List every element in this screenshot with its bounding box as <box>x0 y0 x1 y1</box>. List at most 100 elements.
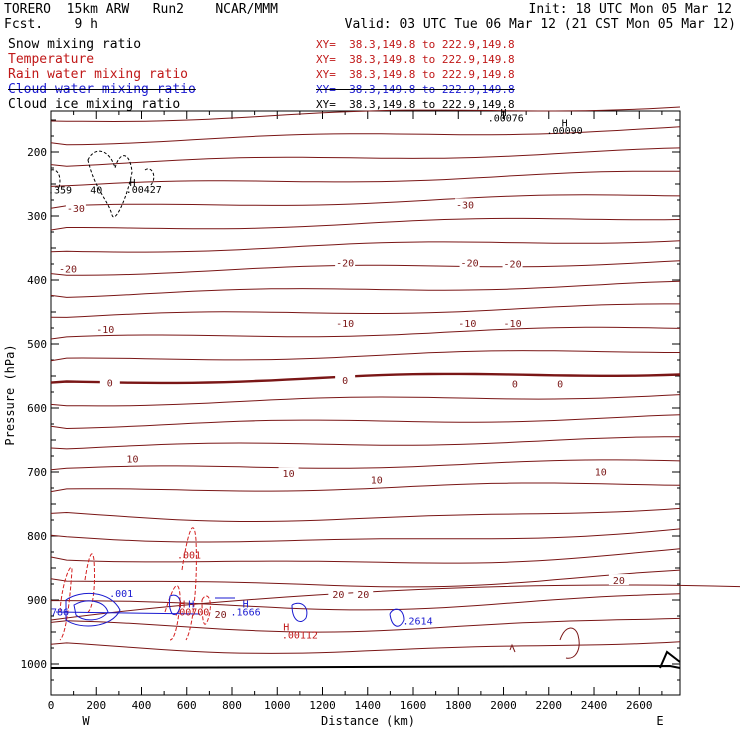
rain-contour <box>164 585 181 641</box>
mixing-ratio-label: H <box>188 600 194 611</box>
temperature-isotherm <box>50 641 681 654</box>
cloud-water-contour <box>73 600 109 621</box>
temperature-isotherm <box>50 194 681 209</box>
field-rain-name: Rain water mixing ratio <box>8 67 189 82</box>
temperature-label: -10 <box>504 319 522 330</box>
x-right-end-label: E <box>656 714 663 728</box>
y-tick-label: 900 <box>27 594 47 607</box>
temperature-label: -10 <box>336 319 354 330</box>
temperature-isotherm <box>50 217 681 231</box>
temperature-label-bg <box>335 256 356 268</box>
y-tick-label: 600 <box>27 402 47 415</box>
terrain-peak <box>659 650 681 669</box>
x-tick-label: 1000 <box>264 699 291 712</box>
temperature-small-contour <box>509 643 516 653</box>
x-axis-label: Distance (km) <box>321 714 415 728</box>
cloud-water-contour <box>169 594 181 616</box>
mixing-ratio-label: .2614 <box>402 616 432 627</box>
mixing-ratio-label: .001 <box>109 589 133 600</box>
cloud-water-contour <box>291 602 308 622</box>
temperature-label-bg <box>455 198 476 210</box>
mixing-ratio-label: 40 <box>90 186 102 197</box>
field-rain-xy: XY= 38.3,149.8 to 222.9,149.8 <box>316 68 515 81</box>
temperature-contours <box>50 106 740 654</box>
hydrometeor-contours <box>50 150 681 669</box>
temperature-label-bg <box>99 376 120 388</box>
mixing-ratio-label: .359 <box>48 186 72 197</box>
x-tick-label: 2000 <box>490 699 517 712</box>
mixing-ratio-label: .00700 <box>173 607 209 618</box>
temperature-label-bg <box>335 373 356 385</box>
temperature-isotherm <box>50 303 680 318</box>
temperature-label: -30 <box>67 204 85 215</box>
x-tick-label: 600 <box>177 699 197 712</box>
temperature-label-bg <box>366 473 387 485</box>
temperature-label-bg <box>502 316 523 328</box>
mixing-ratio-label: .00427 <box>126 185 162 196</box>
x-tick-label: 1800 <box>445 699 472 712</box>
temperature-label: -20 <box>59 264 77 275</box>
temperature-isotherm <box>50 617 681 633</box>
temperature-label: 20 <box>215 610 227 621</box>
x-tick-label: 1200 <box>309 699 336 712</box>
temperature-label-bg <box>65 202 86 214</box>
field-cloudice-name: Cloud ice mixing ratio <box>8 97 181 112</box>
temperature-isotherm <box>50 459 681 471</box>
mixing-ratio-label: H <box>501 108 507 119</box>
temperature-label: 10 <box>595 467 607 478</box>
temperature-isotherm <box>50 240 681 253</box>
temperature-label-bg <box>457 316 478 328</box>
mixing-ratio-label: H <box>283 623 289 634</box>
temperature-isotherm <box>50 482 681 493</box>
field-snow-xy: XY= 38.3,149.8 to 222.9,149.8 <box>316 38 515 51</box>
temperature-label: -10 <box>96 325 114 336</box>
mixing-ratio-label: .00076 <box>488 113 524 124</box>
field-temp-name: Temperature <box>8 52 95 67</box>
field-cloudice-xy: XY= 38.3,149.8 to 222.9,149.8 <box>316 98 515 111</box>
x-tick-label: 2600 <box>626 699 653 712</box>
contour-labels: -30 -30 -20 -20 -20 -20 -10 -10 -10 -10 0 0 0 0 10 10 10… <box>48 108 629 641</box>
terrain-line <box>50 664 681 669</box>
temperature-label-bg <box>328 588 349 600</box>
temperature-label: 0 <box>342 376 348 387</box>
temperature-label: 0 <box>557 380 563 391</box>
temperature-label-bg <box>278 467 299 479</box>
temperature-isotherm <box>50 372 681 385</box>
temperature-isotherm <box>50 569 681 588</box>
y-tick-label: 800 <box>27 530 47 543</box>
y-tick-label: 1000 <box>21 658 48 671</box>
temperature-label: -10 <box>458 319 476 330</box>
header-fcst: Fcst. 9 h <box>4 17 98 32</box>
temperature-isotherm <box>50 326 681 340</box>
y-axis-label: Pressure (hPa) <box>3 344 17 445</box>
temperature-isotherm <box>50 106 681 123</box>
y-tick-label: 200 <box>27 146 47 159</box>
header-valid: Valid: 03 UTC Tue 06 Mar 12 (21 CST Mon … <box>344 17 736 32</box>
rain-contour <box>181 527 197 641</box>
temperature-label: 0 <box>512 380 518 391</box>
temperature-label-bg <box>590 465 611 477</box>
temperature-label-bg <box>57 262 78 274</box>
mixing-ratio-label: .1666 <box>231 607 261 618</box>
temperature-label-bg <box>550 377 571 389</box>
y-tick-label: 700 <box>27 466 47 479</box>
x-tick-label: 0 <box>48 699 55 712</box>
cloud-water-contour <box>65 592 121 627</box>
temperature-label-bg <box>608 574 629 586</box>
temperature-isotherm <box>51 593 681 611</box>
mixing-ratio-label: .00090 <box>547 126 583 137</box>
x-tick-label: 800 <box>222 699 242 712</box>
temperature-label: 10 <box>283 469 295 480</box>
temperature-label-bg <box>122 452 143 464</box>
temperature-label: 20 <box>357 590 369 601</box>
temperature-isotherm <box>50 394 681 407</box>
temperature-isotherm <box>50 170 681 187</box>
temperature-label-bg <box>504 377 525 389</box>
temperature-label: -20 <box>504 259 522 270</box>
header-title: TORERO 15km ARW Run2 NCAR/MMM <box>4 2 278 17</box>
temperature-label: 20 <box>332 590 344 601</box>
cloud-water-contour <box>389 608 405 627</box>
mixing-ratio-label: H <box>129 178 135 189</box>
field-temp-xy: XY= 38.3,149.8 to 222.9,149.8 <box>316 53 515 66</box>
field-snow-name: Snow mixing ratio <box>8 37 142 52</box>
